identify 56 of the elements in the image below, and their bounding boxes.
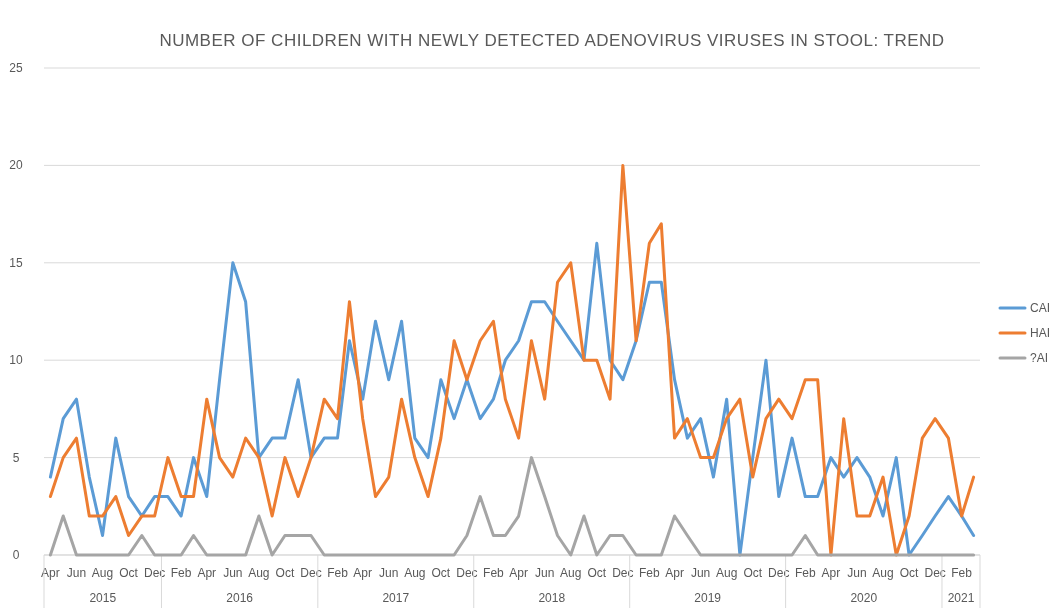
- x-tick-label: Feb: [327, 566, 349, 580]
- y-tick-label: 10: [9, 353, 23, 368]
- x-tick-label: Jun: [379, 566, 399, 580]
- text: 2020: [850, 591, 878, 605]
- chart-title: NUMBER OF CHILDREN WITH NEWLY DETECTED ADENOVIRUS VIRUSES IN STOOL: TREND: [159, 31, 945, 50]
- x-tick-label: Aug: [91, 566, 114, 580]
- x-tick-label: Oct: [275, 566, 295, 580]
- line-series: [48, 163, 976, 557]
- y-tick-label: 20: [9, 158, 23, 173]
- x-tick-label: Jun: [535, 566, 555, 580]
- x-tick-label: Aug: [404, 566, 426, 580]
- y-tick-label: 15: [9, 255, 23, 270]
- y-tick-label: 0: [12, 548, 20, 562]
- line-series: [48, 241, 976, 557]
- x-tick-label: Aug: [872, 566, 894, 580]
- x-tick-label: Dec: [300, 566, 322, 580]
- x-tick-label: Feb: [951, 566, 973, 580]
- text: 2019: [694, 591, 722, 605]
- x-tick-label: Aug: [248, 566, 270, 580]
- x-tick-label: Oct: [431, 566, 451, 580]
- legend-label: ?AI: [1030, 351, 1049, 365]
- x-tick-label: Oct: [743, 566, 763, 580]
- x-tick-label: Dec: [143, 566, 166, 580]
- y-tick-label: 5: [12, 450, 20, 465]
- text: 2018: [538, 591, 566, 605]
- x-tick-label: Apr: [353, 566, 373, 580]
- x-tick-label: Dec: [924, 566, 946, 580]
- x-tick-label: Dec: [612, 566, 634, 580]
- text: 2017: [382, 591, 410, 605]
- x-tick-label: Apr: [197, 566, 217, 580]
- text: 2016: [226, 591, 254, 605]
- text: 2015: [89, 591, 117, 605]
- x-tick-label: Jun: [66, 566, 87, 580]
- y-tick-label: 25: [9, 61, 23, 75]
- x-tick-label: Feb: [639, 566, 661, 580]
- x-tick-label: Jun: [223, 566, 243, 580]
- x-tick-label: Feb: [483, 566, 505, 580]
- text: 2021: [947, 591, 975, 605]
- x-tick-label: Apr: [509, 566, 528, 580]
- legend-label: HAI: [1030, 326, 1051, 340]
- x-tick-label: Jun: [847, 566, 867, 580]
- x-tick-label: Apr: [41, 566, 60, 580]
- x-tick-label: Oct: [587, 566, 607, 580]
- line-series: [48, 456, 976, 557]
- x-tick-label: Apr: [665, 566, 684, 580]
- x-tick-label: Oct: [899, 566, 920, 580]
- x-tick-label: Feb: [794, 566, 816, 580]
- x-tick-label: Jun: [690, 566, 711, 580]
- x-tick-label: Aug: [560, 566, 582, 580]
- x-tick-label: Aug: [715, 566, 738, 580]
- x-tick-label: Dec: [456, 566, 478, 580]
- x-tick-label: Apr: [821, 566, 841, 580]
- x-tick-label: Feb: [170, 566, 192, 580]
- x-tick-label: Dec: [768, 566, 790, 580]
- x-tick-label: Oct: [119, 566, 139, 580]
- legend-label: CAI: [1030, 301, 1051, 315]
